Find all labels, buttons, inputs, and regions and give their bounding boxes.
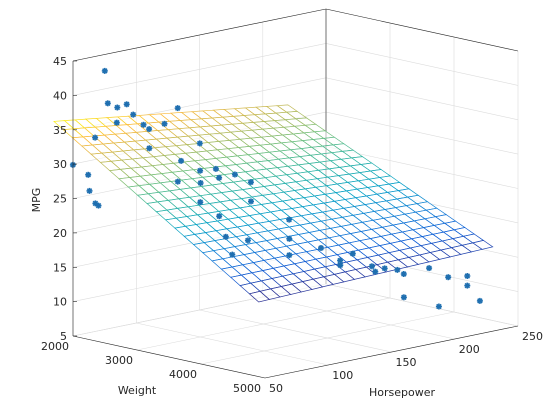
data-point bbox=[216, 174, 223, 181]
surface-cell bbox=[248, 290, 271, 303]
z-tick-label: 20 bbox=[53, 227, 67, 240]
data-point bbox=[400, 271, 407, 277]
data-point bbox=[400, 294, 407, 301]
data-point bbox=[286, 235, 293, 242]
data-point bbox=[114, 104, 121, 111]
data-point bbox=[464, 273, 471, 279]
data-point bbox=[394, 266, 401, 273]
data-point bbox=[231, 171, 238, 178]
data-point bbox=[368, 263, 375, 270]
data-point bbox=[113, 119, 120, 126]
data-point bbox=[337, 257, 344, 264]
grid-line-y bbox=[325, 283, 519, 327]
x-tick-label: 4000 bbox=[169, 368, 197, 381]
data-point bbox=[140, 121, 147, 128]
data-point bbox=[464, 282, 471, 289]
data-point bbox=[286, 216, 293, 223]
x-axis-line bbox=[72, 335, 266, 379]
data-point bbox=[196, 140, 203, 147]
x-tick-label: 5000 bbox=[233, 382, 261, 395]
data-point bbox=[174, 178, 181, 185]
data-point bbox=[174, 105, 181, 112]
z-tick-label: 30 bbox=[53, 158, 67, 171]
grid-line-y bbox=[136, 322, 329, 366]
x-tick-label: 2000 bbox=[41, 340, 69, 353]
z-axis-label: MPG bbox=[30, 188, 43, 213]
y-tick-label: 200 bbox=[459, 343, 480, 356]
y-axis-line bbox=[264, 325, 519, 379]
data-point bbox=[130, 111, 137, 118]
data-point bbox=[247, 179, 254, 186]
data-point bbox=[86, 187, 93, 194]
data-point bbox=[92, 134, 99, 141]
data-point bbox=[92, 200, 99, 207]
data-point bbox=[161, 120, 168, 127]
grid-line-y bbox=[199, 309, 392, 353]
data-point bbox=[286, 252, 293, 259]
data-point bbox=[318, 245, 324, 251]
data-point bbox=[197, 199, 204, 206]
data-point bbox=[222, 233, 229, 240]
data-point bbox=[426, 265, 433, 272]
data-point bbox=[197, 180, 204, 186]
z-tick-label: 5 bbox=[60, 330, 67, 343]
y-tick-label: 150 bbox=[396, 356, 417, 369]
data-point bbox=[212, 165, 219, 172]
data-point bbox=[229, 251, 236, 258]
z-tick-label: 25 bbox=[53, 193, 67, 206]
data-point bbox=[197, 167, 204, 174]
z-tick-label: 35 bbox=[53, 124, 67, 137]
y-tick-label: 250 bbox=[522, 330, 543, 343]
y-axis-label: Horsepower bbox=[369, 386, 435, 399]
data-point bbox=[445, 274, 452, 281]
data-points bbox=[69, 67, 483, 310]
data-point bbox=[146, 145, 153, 152]
data-point bbox=[85, 171, 92, 178]
data-point bbox=[178, 157, 185, 164]
data-point bbox=[349, 250, 356, 257]
data-point bbox=[216, 213, 223, 220]
data-point bbox=[476, 297, 483, 304]
grid-line-z bbox=[325, 43, 519, 86]
box-edge bbox=[72, 8, 327, 62]
grid-line-y bbox=[262, 296, 455, 340]
data-point bbox=[372, 268, 379, 275]
data-point bbox=[244, 237, 251, 244]
x-axis-label: Weight bbox=[118, 384, 157, 397]
data-point bbox=[101, 67, 108, 74]
data-point bbox=[337, 262, 344, 269]
z-tick-label: 45 bbox=[53, 55, 67, 68]
box-edge bbox=[325, 8, 519, 52]
data-point bbox=[248, 198, 254, 205]
grid-line-z bbox=[325, 111, 519, 155]
z-tick-label: 40 bbox=[53, 89, 67, 102]
data-point bbox=[123, 101, 130, 108]
y-tick-label: 50 bbox=[269, 382, 283, 395]
x-tick-label: 3000 bbox=[105, 354, 133, 367]
y-tick-label: 100 bbox=[332, 369, 353, 382]
data-point bbox=[104, 100, 111, 107]
data-point bbox=[381, 265, 388, 272]
regression-surface bbox=[53, 104, 494, 303]
grid-line-z bbox=[325, 77, 519, 121]
data-point bbox=[146, 126, 153, 133]
z-tick-label: 10 bbox=[53, 296, 67, 309]
z-tick-label: 15 bbox=[53, 261, 67, 274]
tick-labels: 5 10 15 20 25 30 35 40 45 2000 3000 4000 5000 50 100 15… bbox=[41, 55, 543, 395]
data-point bbox=[435, 303, 442, 310]
